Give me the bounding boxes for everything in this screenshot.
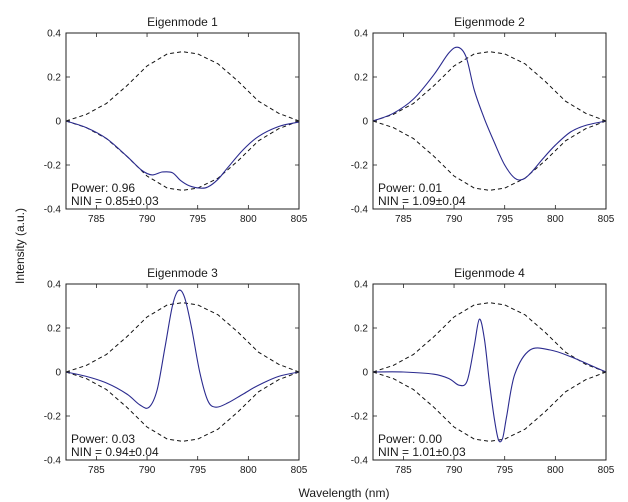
envelope-lower-line bbox=[373, 371, 606, 442]
nin-annotation: NIN = 1.01±0.03 bbox=[378, 445, 466, 459]
series-line bbox=[66, 289, 299, 409]
y-tick-label: 0 bbox=[55, 117, 61, 128]
x-axis-label: Wavelength (nm) bbox=[299, 486, 390, 500]
power-annotation: Power: 0.01 bbox=[378, 181, 442, 195]
y-tick-label: 0.4 bbox=[354, 29, 368, 40]
y-tick-label: -0.4 bbox=[44, 456, 62, 467]
series-line bbox=[373, 46, 606, 181]
y-tick-label: -0.2 bbox=[44, 161, 62, 172]
y-tick-label: -0.4 bbox=[351, 456, 369, 467]
x-tick-label: 785 bbox=[88, 214, 105, 225]
x-tick-label: 795 bbox=[496, 465, 513, 476]
x-tick-label: 785 bbox=[88, 465, 105, 476]
panel-title: Eigenmode 2 bbox=[454, 15, 525, 29]
panels: Eigenmode 1 785 790 795 800 805 -0.4 -0.2 0 0.2 0.… bbox=[44, 15, 615, 476]
envelope-lower-line bbox=[66, 120, 299, 191]
envelope-upper-line bbox=[66, 51, 299, 122]
chart-panel-1: Eigenmode 1 785 790 795 800 805 -0.4 -0.2 0 0.2 0.… bbox=[44, 15, 308, 225]
series-line bbox=[66, 120, 299, 189]
x-tick-label: 785 bbox=[395, 214, 412, 225]
x-tick-label: 800 bbox=[240, 465, 257, 476]
nin-annotation: NIN = 1.09±0.04 bbox=[378, 194, 466, 208]
x-tick-label: 790 bbox=[139, 465, 156, 476]
panel-title: Eigenmode 1 bbox=[147, 15, 218, 29]
x-tick-label: 805 bbox=[291, 214, 308, 225]
power-annotation: Power: 0.96 bbox=[71, 181, 135, 195]
x-tick-label: 800 bbox=[240, 214, 257, 225]
envelope-upper-line bbox=[373, 51, 606, 122]
nin-annotation: NIN = 0.94±0.04 bbox=[71, 445, 159, 459]
y-tick-label: 0 bbox=[55, 368, 61, 379]
x-tick-label: 805 bbox=[291, 465, 308, 476]
x-tick-label: 795 bbox=[496, 214, 513, 225]
y-tick-label: -0.4 bbox=[44, 205, 62, 216]
y-tick-label: -0.4 bbox=[351, 205, 369, 216]
envelope-upper-line bbox=[66, 302, 299, 373]
x-tick-label: 790 bbox=[446, 214, 463, 225]
panel-title: Eigenmode 4 bbox=[454, 266, 525, 280]
envelope-lower-line bbox=[373, 120, 606, 191]
x-tick-label: 790 bbox=[139, 214, 156, 225]
y-tick-label: 0.2 bbox=[354, 324, 368, 335]
y-tick-label: 0 bbox=[362, 368, 368, 379]
x-tick-label: 790 bbox=[446, 465, 463, 476]
x-tick-label: 800 bbox=[547, 465, 564, 476]
x-tick-label: 805 bbox=[598, 465, 615, 476]
x-tick-label: 800 bbox=[547, 214, 564, 225]
power-annotation: Power: 0.00 bbox=[378, 432, 442, 446]
y-tick-label: 0.2 bbox=[47, 324, 61, 335]
y-tick-label: 0.2 bbox=[47, 73, 61, 84]
x-tick-label: 785 bbox=[395, 465, 412, 476]
y-tick-label: 0.4 bbox=[47, 280, 61, 291]
x-tick-label: 805 bbox=[598, 214, 615, 225]
chart-panel-2: Eigenmode 2 785 790 795 800 805 -0.4 -0.2 0 0.2 0.… bbox=[351, 15, 615, 225]
series-line bbox=[373, 318, 606, 443]
panel-title: Eigenmode 3 bbox=[147, 266, 218, 280]
envelope-lower-line bbox=[66, 371, 299, 442]
y-tick-label: 0.2 bbox=[354, 73, 368, 84]
y-tick-label: -0.2 bbox=[351, 161, 369, 172]
nin-annotation: NIN = 0.85±0.03 bbox=[71, 194, 159, 208]
y-tick-label: -0.2 bbox=[351, 412, 369, 423]
envelope-upper-line bbox=[373, 302, 606, 373]
chart-panel-4: Eigenmode 4 785 790 795 800 805 -0.4 -0.2 0 0.2 0.… bbox=[351, 266, 615, 476]
y-tick-label: 0 bbox=[362, 117, 368, 128]
y-tick-label: -0.2 bbox=[44, 412, 62, 423]
x-tick-label: 795 bbox=[189, 465, 206, 476]
y-tick-label: 0.4 bbox=[47, 29, 61, 40]
y-tick-label: 0.4 bbox=[354, 280, 368, 291]
chart-panel-3: Eigenmode 3 785 790 795 800 805 -0.4 -0.2 0 0.2 0.… bbox=[44, 266, 308, 476]
y-axis-label: Intensity (a.u.) bbox=[13, 208, 27, 284]
power-annotation: Power: 0.03 bbox=[71, 432, 135, 446]
x-tick-label: 795 bbox=[189, 214, 206, 225]
